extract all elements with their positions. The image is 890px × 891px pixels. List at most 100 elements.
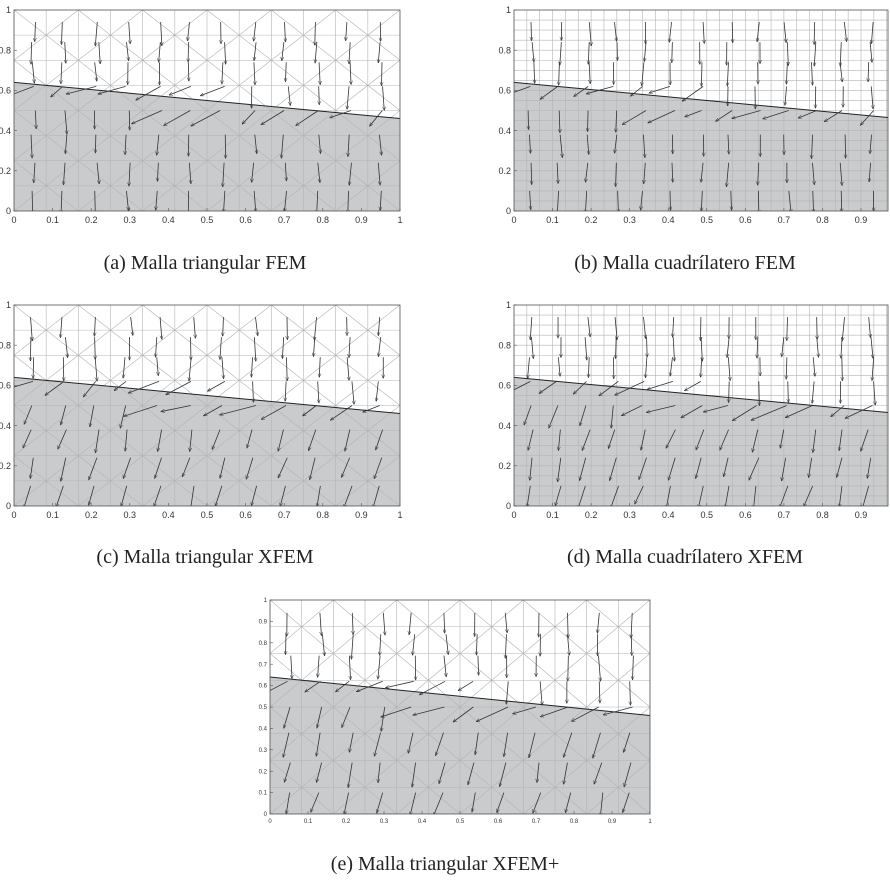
velocity-arrow [94, 357, 97, 381]
velocity-arrow [220, 457, 226, 479]
x-tick-label: 1 [648, 819, 652, 825]
fluid-region [514, 377, 888, 506]
interface-line [14, 376, 400, 415]
velocity-arrow [531, 162, 532, 185]
velocity-arrow [649, 85, 671, 93]
velocity-arrow [220, 405, 257, 415]
velocity-arrow [534, 62, 535, 83]
chart-e: 0 0.1 0.2 0.3 0.4 0.5 0.6 0.7 0.8 0.9 1 0 0.1 0.2 0.3 0… [259, 598, 653, 825]
velocity-arrow [785, 405, 813, 418]
velocity-arrow [643, 317, 646, 338]
velocity-arrow [749, 457, 760, 480]
velocity-arrow [644, 42, 647, 61]
velocity-arrow [283, 732, 290, 758]
velocity-arrow [317, 485, 321, 506]
velocity-arrow [616, 337, 617, 358]
velocity-arrow [682, 86, 704, 101]
velocity-arrow [64, 110, 67, 135]
velocity-arrow [254, 134, 257, 154]
velocity-arrow [533, 792, 542, 813]
x-tick-label: 0.7 [278, 510, 291, 520]
velocity-arrow [842, 357, 843, 380]
x-tick-label: 1 [397, 510, 402, 520]
velocity-arrow [514, 86, 531, 93]
velocity-arrow [125, 429, 128, 452]
velocity-arrow [386, 680, 414, 687]
mesh-grid [14, 305, 400, 506]
velocity-arrow [220, 337, 221, 359]
velocity-arrow [254, 62, 255, 85]
velocity-arrow [782, 457, 787, 481]
plot-frame [513, 9, 889, 212]
velocity-arrow [623, 792, 630, 813]
velocity-arrow [45, 381, 65, 395]
velocity-field [270, 612, 634, 814]
interface-line [270, 676, 650, 717]
velocity-arrow [315, 42, 318, 63]
velocity-arrow [159, 42, 161, 62]
velocity-arrow [872, 357, 875, 380]
velocity-arrow [376, 429, 383, 450]
velocity-arrow [642, 62, 645, 85]
velocity-arrow [505, 634, 506, 658]
velocity-arrow [208, 381, 226, 391]
velocity-arrow [317, 190, 318, 211]
velocity-arrow [157, 357, 159, 375]
velocity-arrow [731, 190, 732, 210]
velocity-arrow [630, 681, 631, 705]
caption-b: (b) Malla cuadrílatero FEM [574, 252, 796, 274]
velocity-arrow [351, 381, 354, 404]
velocity-arrow [348, 762, 353, 788]
velocity-arrow [673, 317, 674, 337]
velocity-arrow [284, 762, 291, 783]
velocity-arrow [720, 429, 729, 450]
velocity-arrow [352, 612, 353, 635]
velocity-arrow [316, 762, 322, 783]
velocity-arrow [356, 680, 383, 691]
velocity-arrow [286, 792, 291, 814]
velocity-arrow [349, 42, 350, 64]
velocity-arrow [631, 634, 632, 655]
velocity-arrow [341, 457, 351, 478]
velocity-arrow [444, 612, 445, 633]
x-tick-label: 0 [511, 510, 516, 520]
velocity-arrow [318, 381, 319, 402]
y-tick-label: 0.8 [498, 45, 511, 55]
velocity-arrow [572, 706, 599, 721]
velocity-arrow [539, 681, 542, 705]
velocity-arrow [812, 62, 813, 85]
velocity-arrow [615, 381, 645, 395]
velocity-arrow [751, 405, 787, 421]
velocity-arrow [14, 86, 34, 95]
velocity-arrow [582, 429, 591, 451]
velocity-arrow [816, 337, 819, 357]
velocity-arrow [603, 706, 633, 715]
velocity-arrow [30, 457, 34, 479]
x-tick-label: 0.2 [585, 510, 598, 520]
velocity-arrow [578, 485, 586, 506]
x-tick-label: 0.3 [124, 510, 137, 520]
velocity-arrow [685, 381, 701, 390]
velocity-arrow [136, 86, 161, 100]
velocity-arrow [223, 317, 224, 336]
x-tick-label: 1 [397, 215, 402, 225]
velocity-arrow [645, 357, 646, 378]
velocity-arrow [529, 134, 530, 154]
velocity-arrow [35, 110, 36, 129]
velocity-arrow [759, 381, 760, 405]
velocity-arrow [530, 457, 533, 480]
velocity-arrow [225, 42, 226, 64]
velocity-arrow [500, 762, 507, 787]
velocity-arrow [831, 405, 845, 417]
velocity-arrow [787, 42, 788, 65]
velocity-arrow [281, 134, 284, 159]
y-tick-label: 0.6 [0, 381, 11, 391]
velocity-arrow [599, 681, 600, 703]
velocity-arrow [701, 357, 702, 377]
y-tick-label: 0.2 [0, 166, 11, 176]
velocity-arrow [34, 162, 35, 183]
velocity-arrow [310, 457, 316, 480]
y-tick-label: 0.4 [259, 727, 268, 733]
velocity-arrow [672, 42, 673, 62]
velocity-arrow [641, 429, 646, 451]
